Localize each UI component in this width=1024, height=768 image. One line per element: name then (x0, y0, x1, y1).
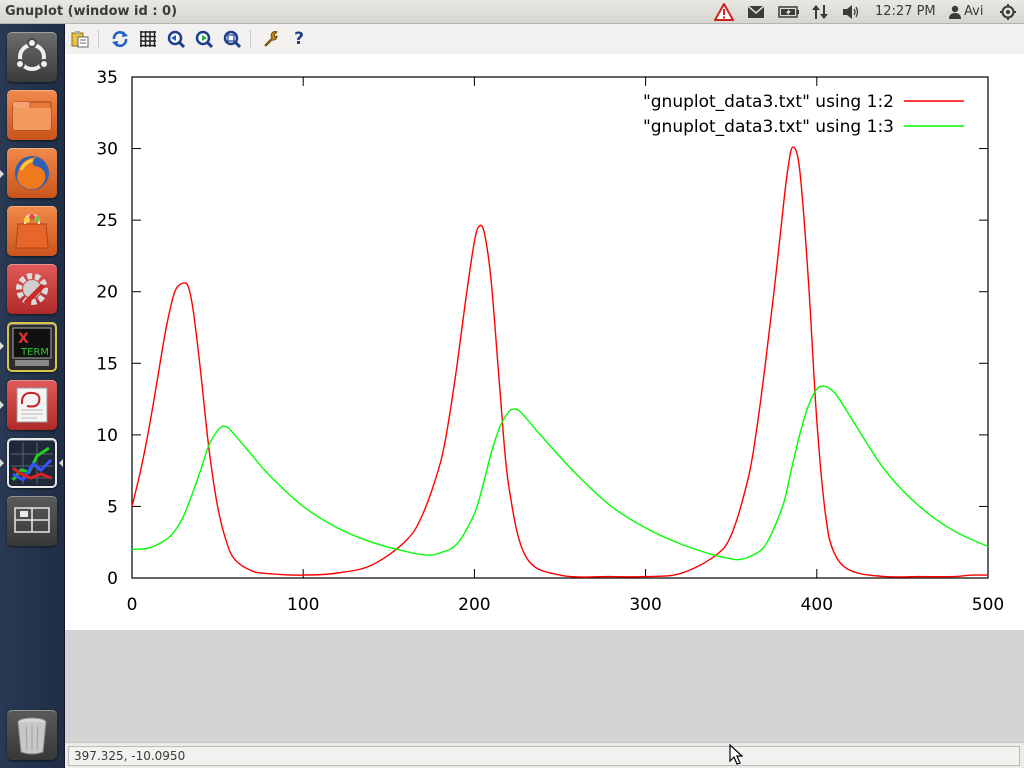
workspace-switcher-launcher[interactable] (7, 496, 57, 546)
copy-to-clipboard-button[interactable] (70, 29, 90, 49)
shopping-bag-icon (15, 213, 49, 249)
y-tick-label: 0 (107, 569, 118, 589)
refresh-icon (112, 31, 128, 47)
gnuplot-toolbar: ? (65, 24, 1024, 54)
x-tick-label: 400 (801, 595, 833, 615)
x-tick-label: 0 (127, 595, 138, 615)
volume-icon[interactable] (841, 3, 863, 21)
mail-icon[interactable] (745, 3, 767, 21)
zoom-previous-icon (167, 30, 185, 48)
trash-launcher[interactable] (7, 710, 57, 760)
legend[interactable]: "gnuplot_data3.txt" using 1:2 "gnuplot_da… (643, 92, 964, 137)
legend-label-1: "gnuplot_data3.txt" using 1:2 (643, 92, 894, 112)
zoom-fit-icon (223, 30, 241, 48)
clipboard-icon (71, 31, 89, 48)
gnuplot-icon (11, 442, 53, 484)
mouse-coordinates: 397.325, -10.0950 (68, 746, 1020, 766)
next-zoom-button[interactable] (194, 29, 214, 49)
terminal-icon: X TERM (12, 327, 52, 366)
firefox-launcher[interactable] (7, 148, 57, 198)
y-tick-label: 10 (96, 426, 118, 446)
axis-ticks: 0 100 200 300 400 500 0 5 10 15 20 25 30 35 (96, 68, 1004, 615)
y-tick-label: 5 (107, 497, 118, 517)
previous-zoom-button[interactable] (166, 29, 186, 49)
toolbar-separator (250, 30, 251, 48)
line-chart: 0 100 200 300 400 500 0 5 10 15 20 25 30 35 "gnuplot_… (96, 68, 1004, 615)
preferences-button[interactable] (261, 29, 281, 49)
user-icon[interactable] (947, 3, 963, 21)
status-bar: 397.325, -10.0950 (65, 742, 1024, 768)
software-center-launcher[interactable] (7, 206, 57, 256)
mouse-pointer-icon (729, 744, 743, 765)
running-indicator (0, 459, 4, 467)
replot-button[interactable] (110, 29, 130, 49)
battery-icon[interactable] (777, 3, 801, 21)
y-tick-label: 35 (96, 68, 118, 88)
help-icon: ? (294, 29, 304, 49)
x-tick-label: 500 (972, 595, 1004, 615)
series-line-2 (131, 385, 989, 561)
user-name[interactable]: Avi (964, 4, 984, 19)
plot-frame (131, 76, 989, 579)
xterm-label-bottom: TERM (20, 347, 49, 358)
toggle-grid-button[interactable] (138, 29, 158, 49)
plot-canvas[interactable]: 0 100 200 300 400 500 0 5 10 15 20 25 30 35 "gnuplot_… (65, 54, 1024, 630)
series-layer (131, 146, 989, 578)
y-tick-label: 15 (96, 354, 118, 374)
series-line-1 (131, 146, 989, 578)
gnuplot-launcher[interactable] (7, 438, 57, 488)
xterm-label-top: X (18, 331, 29, 347)
text-editor-launcher[interactable] (7, 380, 57, 430)
ubuntu-dash-button[interactable] (7, 32, 57, 82)
workspace-switcher-icon (14, 507, 50, 533)
text-editor-icon (16, 387, 48, 423)
power-icon[interactable] (998, 3, 1018, 21)
firefox-icon (15, 156, 49, 190)
y-tick-label: 20 (96, 283, 118, 303)
launcher: X TERM (0, 24, 65, 768)
ubuntu-logo-icon (15, 38, 49, 71)
trash-icon (17, 717, 47, 755)
autoscale-button[interactable] (222, 29, 242, 49)
help-button[interactable]: ? (289, 29, 309, 49)
system-settings-launcher[interactable] (7, 264, 57, 314)
folder-icon (12, 101, 52, 131)
x-tick-label: 100 (287, 595, 319, 615)
running-indicator (0, 170, 4, 178)
grid-icon (140, 31, 156, 47)
y-tick-label: 25 (96, 211, 118, 231)
zoom-next-icon (195, 30, 213, 48)
x-tick-label: 300 (629, 595, 661, 615)
y-tick-label: 30 (96, 140, 118, 160)
network-icon[interactable] (809, 3, 831, 21)
focused-indicator (59, 459, 63, 467)
xterm-launcher[interactable]: X TERM (7, 322, 57, 372)
window-background (65, 630, 1024, 742)
running-indicator (0, 342, 4, 350)
files-launcher[interactable] (7, 90, 57, 140)
warning-icon[interactable] (713, 3, 735, 21)
toolbar-separator (98, 30, 99, 48)
legend-label-2: "gnuplot_data3.txt" using 1:3 (643, 117, 894, 137)
x-tick-label: 200 (458, 595, 490, 615)
top-panel: Gnuplot (window id : 0) 12:27 PM Avi (0, 0, 1024, 24)
wrench-icon (264, 31, 278, 47)
running-indicator (0, 401, 4, 409)
settings-gear-icon (16, 273, 48, 305)
clock[interactable]: 12:27 PM (875, 4, 936, 19)
window-title: Gnuplot (window id : 0) (5, 4, 178, 19)
